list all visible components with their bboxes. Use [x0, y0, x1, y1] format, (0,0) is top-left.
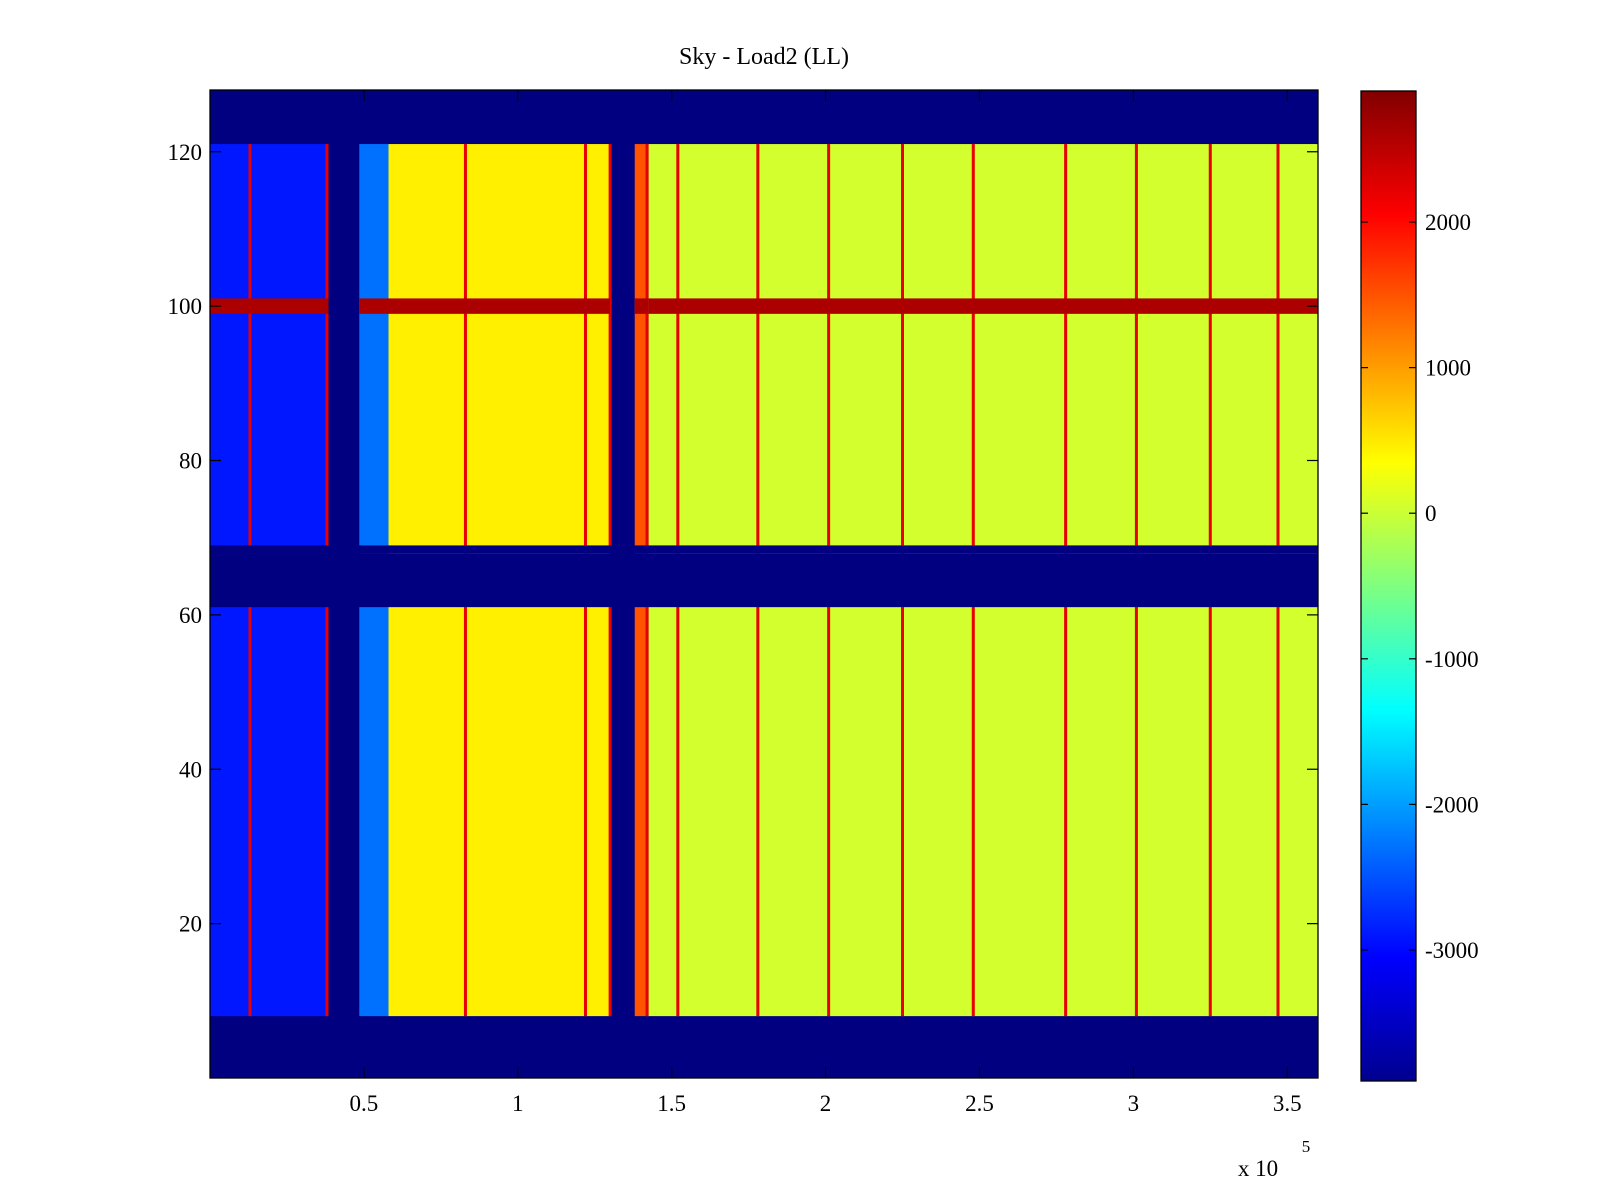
spike-band-1-2: [463, 144, 467, 546]
x-multiplier-label: x 10: [1238, 1156, 1278, 1181]
x-tick-label-4: 2.5: [965, 1091, 994, 1116]
heatmap: [210, 90, 1318, 1078]
spike-band-0-3: [583, 553, 587, 1017]
y-tick-label-0: 20: [179, 912, 202, 937]
hot-row-segment-2: [359, 298, 389, 314]
y-tick-label-3: 80: [179, 449, 202, 474]
x-tick-label-1: 1: [512, 1091, 524, 1116]
spike-band-1-1: [325, 144, 329, 546]
x-axis-ticks: 0.5 1 1.5 2 2.5 3 3.5: [350, 90, 1302, 1116]
spike-band-1-4: [608, 144, 612, 546]
spike-band-0-4: [608, 553, 612, 1017]
spike-band-0-10: [971, 553, 975, 1017]
spike-band-1-13: [1208, 144, 1212, 546]
masked-rows-0: [210, 1016, 1318, 1078]
spike-band-1-3: [583, 144, 587, 546]
y-tick-label-2: 60: [179, 603, 202, 628]
spike-band-0-11: [1064, 553, 1068, 1017]
spike-band-0-14: [1276, 553, 1280, 1017]
spike-band-1-8: [827, 144, 831, 546]
heatmap-band-0-segment-2: [359, 553, 389, 1017]
heatmap-band-1-segment-2: [359, 144, 389, 546]
spike-band-1-12: [1134, 144, 1138, 546]
heatmap-band-0-segment-3: [388, 553, 611, 1017]
spike-band-0-0: [248, 553, 252, 1017]
hot-row-segment-0: [210, 298, 329, 314]
spike-band-0-2: [463, 553, 467, 1017]
colorbar-tick-label-2: 0: [1425, 501, 1437, 526]
hot-row-segment-6: [648, 298, 1318, 314]
spike-band-0-6: [676, 553, 680, 1017]
spike-band-1-0: [248, 144, 252, 546]
colorbar-tick-label-1: 1000: [1425, 356, 1471, 381]
spike-band-1-6: [676, 144, 680, 546]
colorbar-tick-label-4: -2000: [1425, 792, 1479, 817]
colorbar-frame: [1360, 90, 1417, 1082]
heatmap-band-1-segment-4: [610, 144, 635, 546]
spike-band-0-9: [901, 553, 904, 1017]
spike-band-1-14: [1276, 144, 1280, 546]
hot-row-segment-3: [388, 298, 611, 314]
x-tick-label-6: 3.5: [1273, 1091, 1302, 1116]
heatmap-band-1-segment-0: [210, 144, 329, 546]
x-tick-label-3: 2: [820, 1091, 832, 1116]
spike-band-1-5: [645, 144, 649, 546]
heatmap-band-1-segment-6: [648, 144, 1318, 546]
colorbar-ticks: 2000 1000 0 -1000 -2000 -3000: [1361, 210, 1479, 963]
spike-band-0-13: [1208, 553, 1212, 1017]
heatmap-band-1-segment-3: [388, 144, 611, 546]
x-multiplier-exponent: 5: [1302, 1137, 1311, 1156]
spike-band-1-7: [756, 144, 760, 546]
heatmap-band-1-segment-5: [634, 144, 649, 546]
spike-band-0-12: [1134, 553, 1138, 1017]
heatmap-band-1-segment-1: [328, 144, 360, 546]
plot-area: 0.5 1 1.5 2 2.5 3 3.5 20 40 60 80 100 120: [168, 89, 1319, 1116]
heatmap-band-0-segment-6: [648, 553, 1318, 1017]
x-tick-label-0: 0.5: [350, 1091, 379, 1116]
spike-band-0-5: [645, 553, 649, 1017]
y-tick-label-1: 40: [179, 757, 202, 782]
colorbar-tick-label-5: -3000: [1425, 938, 1479, 963]
colorbar-gradient: [1361, 91, 1416, 1081]
masked-rows-1: [210, 553, 1318, 608]
colorbar-tick-label-0: 2000: [1425, 210, 1471, 235]
spike-band-1-9: [901, 144, 904, 546]
x-multiplier-base: x 10: [1238, 1156, 1278, 1181]
y-axis-ticks: 20 40 60 80 100 120: [168, 140, 1318, 937]
colorbar-tick-label-3: -1000: [1425, 647, 1479, 672]
heatmap-band-0-segment-0: [210, 553, 329, 1017]
spike-band-0-7: [756, 553, 760, 1017]
x-tick-label-2: 1.5: [657, 1091, 686, 1116]
y-tick-label-4: 100: [168, 294, 203, 319]
y-tick-label-5: 120: [168, 140, 203, 165]
masked-rows-2: [210, 90, 1318, 145]
colorbar: 2000 1000 0 -1000 -2000 -3000: [1360, 90, 1479, 1082]
x-tick-label-5: 3: [1128, 1091, 1140, 1116]
plot-frame: [209, 89, 1319, 1079]
heatmap-band-0-segment-5: [634, 553, 649, 1017]
hot-row-segment-5: [634, 298, 649, 314]
spike-band-0-8: [827, 553, 831, 1017]
spike-band-0-1: [325, 553, 329, 1017]
heatmap-band-0-segment-1: [328, 553, 360, 1017]
chart-title: Sky - Load2 (LL): [679, 44, 849, 70]
spike-band-1-10: [971, 144, 975, 546]
heatmap-band-0-segment-4: [610, 553, 635, 1017]
spike-band-1-11: [1064, 144, 1068, 546]
